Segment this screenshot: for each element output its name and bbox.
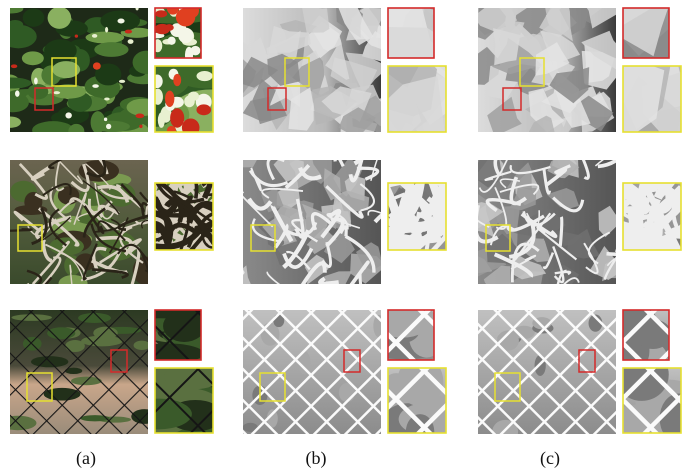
blob	[92, 34, 97, 38]
blob	[22, 51, 44, 65]
blob	[136, 6, 139, 10]
branch	[179, 248, 214, 296]
blob	[119, 80, 125, 83]
blob	[197, 71, 213, 81]
blob	[155, 10, 167, 17]
blob	[117, 18, 124, 23]
image	[224, 143, 406, 301]
image	[0, 310, 158, 434]
region	[228, 144, 259, 168]
blob	[0, 25, 37, 49]
blob	[75, 34, 78, 37]
image	[478, 310, 616, 443]
branch	[444, 175, 480, 198]
blob	[68, 124, 84, 139]
image	[243, 310, 384, 434]
branch	[4, 283, 32, 295]
blob	[92, 84, 99, 88]
blob	[65, 112, 71, 118]
blob	[93, 62, 101, 69]
blob	[173, 74, 181, 86]
blob	[104, 118, 107, 122]
blob	[105, 27, 108, 33]
blob	[53, 91, 60, 94]
blob	[104, 97, 109, 100]
fence	[623, 310, 669, 360]
caption: (b)	[306, 448, 327, 469]
blob	[34, 78, 38, 85]
blob	[11, 64, 17, 68]
fence	[388, 310, 434, 360]
blob	[32, 121, 74, 139]
branch	[401, 156, 462, 185]
caption: (a)	[76, 448, 96, 469]
fence	[623, 368, 681, 433]
blob	[139, 125, 142, 128]
blob	[86, 32, 125, 44]
fence	[388, 368, 446, 433]
blob	[128, 39, 134, 44]
figure: (a) (b) (c)	[0, 0, 686, 470]
blob	[125, 30, 132, 34]
blob	[168, 37, 176, 45]
blob	[152, 74, 163, 88]
image	[380, 356, 469, 449]
blob	[184, 95, 195, 107]
fence	[155, 310, 201, 360]
blob	[135, 114, 144, 119]
blob	[165, 91, 174, 107]
fence	[155, 368, 213, 433]
blob	[153, 89, 163, 105]
blob	[165, 24, 174, 31]
image	[462, 0, 630, 153]
blob	[196, 104, 211, 115]
blob	[28, 84, 49, 99]
blob	[94, 42, 128, 57]
blob	[178, 28, 193, 44]
blob	[158, 112, 165, 127]
blob	[176, 8, 195, 26]
blob	[94, 121, 130, 132]
image	[461, 136, 630, 308]
image	[0, 4, 160, 141]
blob	[23, 9, 45, 27]
blob	[167, 126, 176, 136]
blob	[15, 90, 20, 96]
blob	[170, 108, 184, 128]
blob	[106, 124, 111, 129]
blob	[185, 47, 193, 63]
image	[224, 0, 405, 143]
caption: (c)	[540, 448, 560, 469]
blob	[182, 118, 200, 136]
branch	[441, 156, 466, 186]
blob	[48, 7, 72, 29]
branch	[560, 217, 561, 246]
